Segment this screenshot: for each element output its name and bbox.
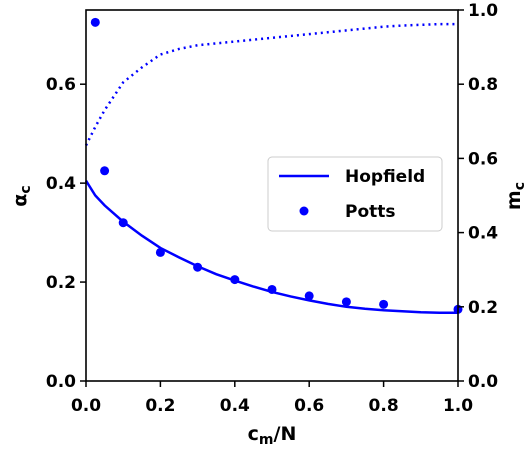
y-tick-label-left: 0.4 (46, 174, 76, 194)
y-tick-label-right: 0.4 (468, 224, 498, 244)
legend-potts-swatch (300, 207, 309, 216)
y-tick-label-left: 0.6 (46, 75, 76, 95)
y-tick-label-right: 0.0 (468, 372, 498, 392)
x-tick-label: 0.6 (294, 396, 324, 416)
potts-point (193, 263, 202, 272)
potts-point (119, 218, 128, 227)
x-tick-label: 0.4 (220, 396, 250, 416)
y-tick-label-right: 0.8 (468, 75, 498, 95)
legend-potts-label: Potts (345, 202, 396, 222)
potts-point (379, 300, 388, 309)
y-tick-label-right: 0.2 (468, 298, 498, 318)
y-tick-label-right: 0.6 (468, 149, 498, 169)
y-tick-label-left: 0.2 (46, 273, 76, 293)
potts-point (268, 285, 277, 294)
x-tick-label: 0.2 (145, 396, 175, 416)
x-tick-label: 0.8 (369, 396, 399, 416)
legend: Hopfield Potts (268, 157, 442, 231)
x-tick-label: 1.0 (443, 396, 473, 416)
potts-point (91, 18, 100, 27)
x-tick-label: 0.0 (71, 396, 101, 416)
y-axis-label-right: mc (503, 182, 528, 210)
potts-point (230, 275, 239, 284)
y-tick-label-right: 1.0 (468, 1, 498, 21)
potts-point (100, 166, 109, 175)
x-axis-label: cm/N (248, 423, 297, 448)
y-axis-label-left: αc (9, 185, 34, 206)
potts-point (342, 297, 351, 306)
potts-point (156, 248, 165, 257)
potts-point (305, 291, 314, 300)
legend-hopfield-label: Hopfield (345, 167, 425, 187)
y-tick-label-left: 0.0 (46, 372, 76, 392)
